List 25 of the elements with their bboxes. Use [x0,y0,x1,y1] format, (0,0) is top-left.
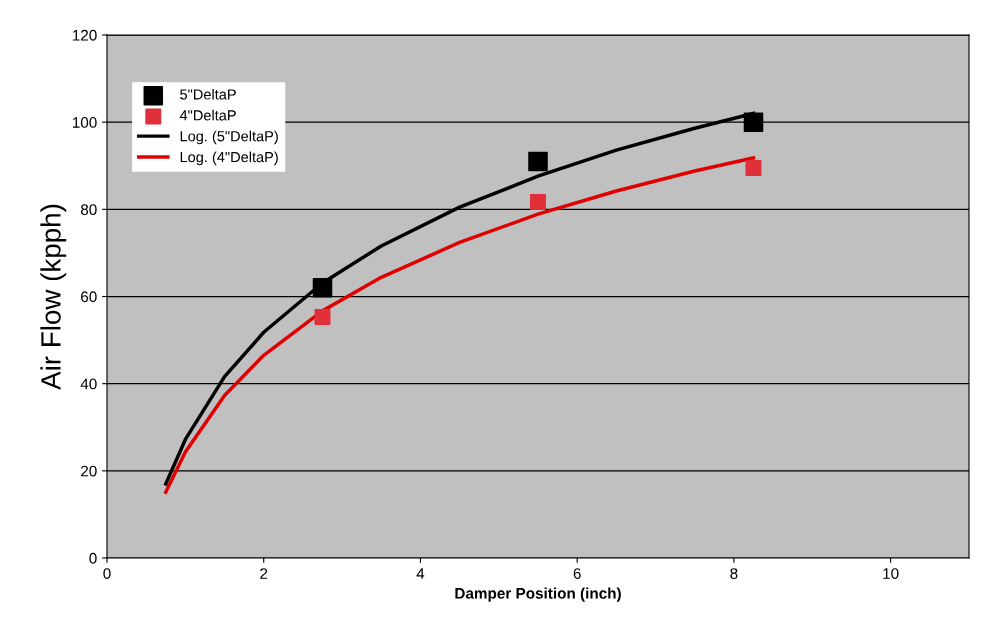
point [745,159,762,176]
legend-label: Log. (5"DeltaP) [180,130,278,145]
point [743,112,764,132]
x-axis-title: Damper Position (inch) [455,587,621,602]
y-tick-label: 120 [72,29,97,41]
y-tick-label: 20 [81,465,97,477]
y-tick-label: 80 [80,204,97,216]
x-tick-label: 6 [573,568,581,579]
point [312,278,333,298]
legend-label: Log. (4"DeltaP) [180,151,278,166]
x-tick-label: 2 [260,568,268,579]
point [314,309,331,325]
x-tick-label: 10 [883,568,899,579]
y-tick-label: 40 [80,378,97,390]
x-tick-label: 0 [103,568,111,579]
legend-label: 4"DeltaP [179,109,236,121]
point [530,193,546,210]
y-axis-title: Air Flow (kpph) [40,204,67,390]
point [528,151,548,172]
y-tick-label: 100 [72,117,97,128]
x-tick-label: 8 [730,568,738,579]
y-tick-label: 0 [89,552,97,564]
y-tick-label: 60 [81,291,97,303]
legend-label: 5"DeltaP [180,88,236,100]
x-tick-label: 4 [416,568,425,579]
